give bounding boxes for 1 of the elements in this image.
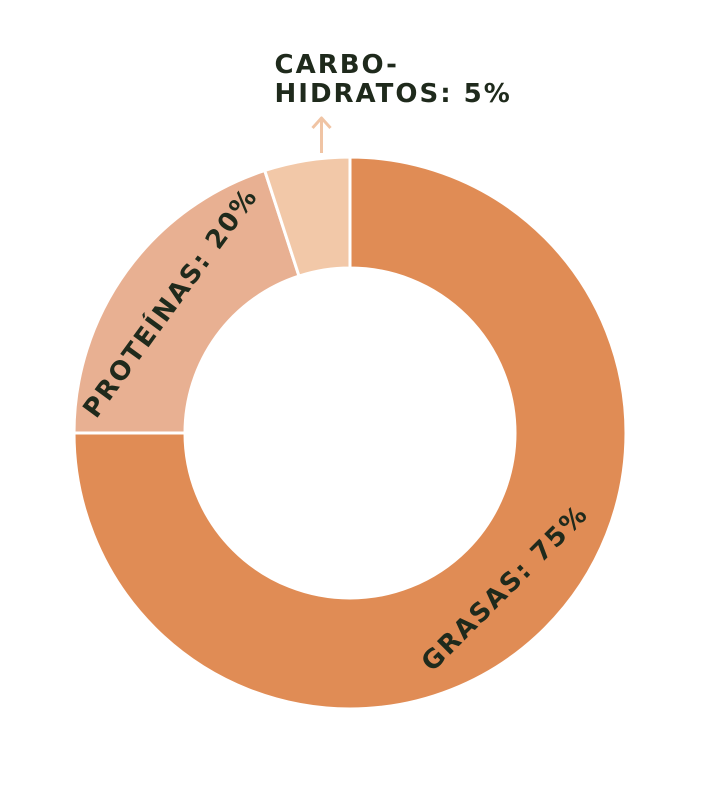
- slice-label: CARBO-HIDRATOS: 5%: [274, 50, 512, 109]
